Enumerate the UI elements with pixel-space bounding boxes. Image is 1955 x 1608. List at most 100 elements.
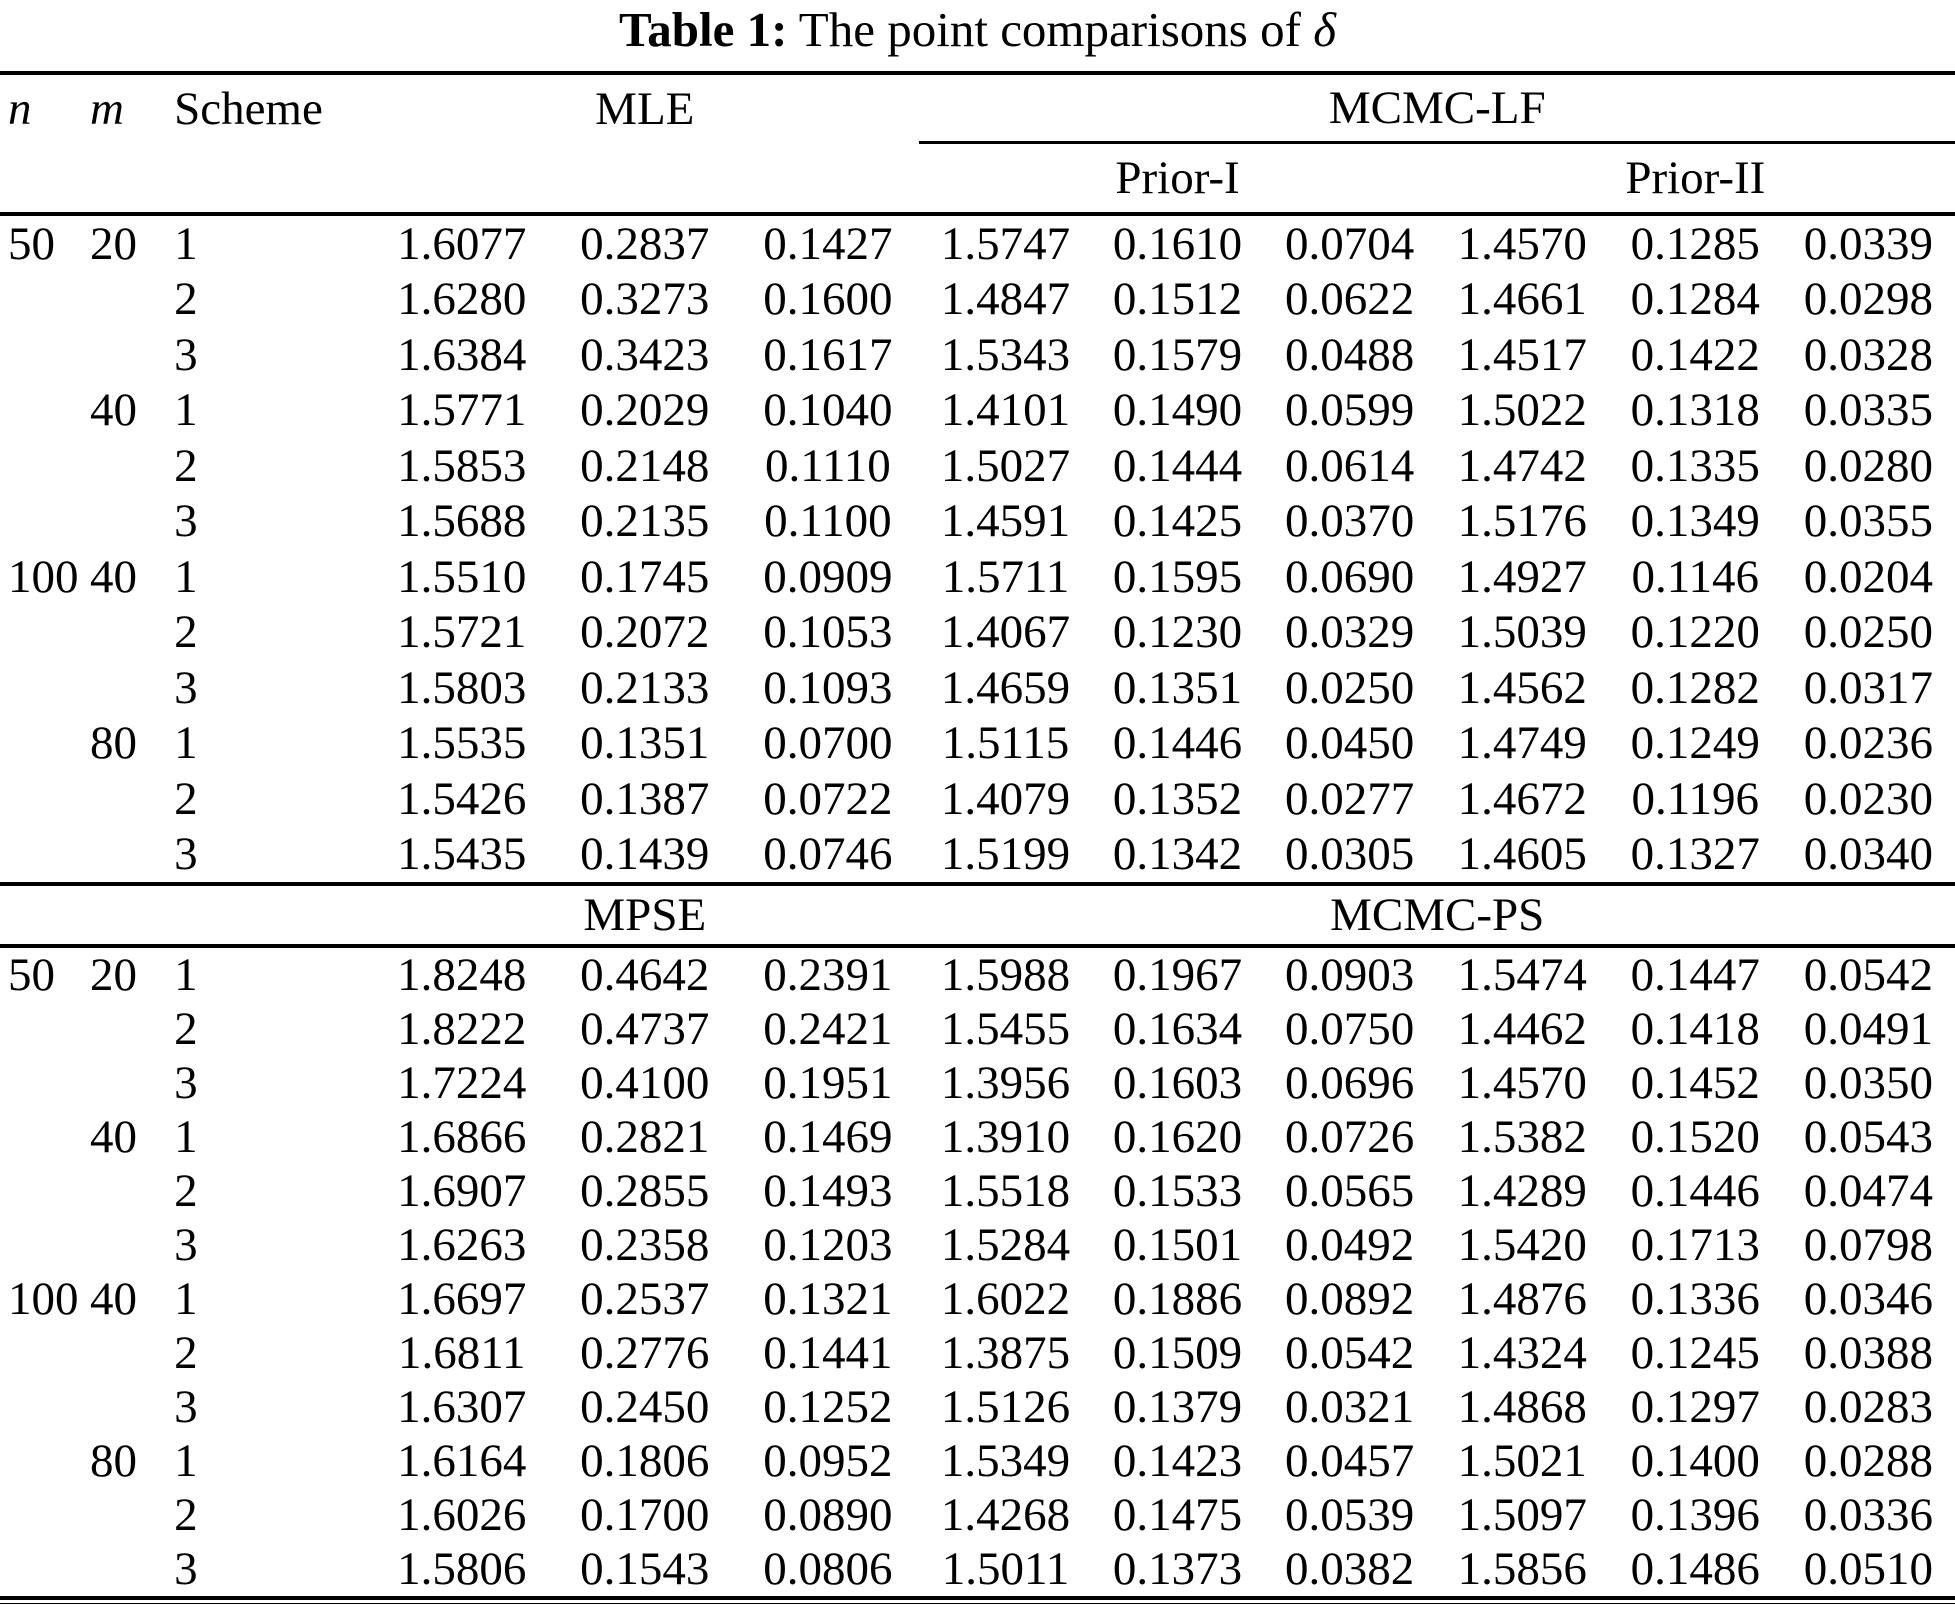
cell-value: 1.7224 [397, 1057, 527, 1109]
table-row: 3 1.7224 0.4100 0.1951 1.3956 0.1603 0.0… [0, 1056, 1955, 1110]
cell-value: 1.5988 [940, 949, 1071, 1001]
col-header-m: m [90, 82, 124, 135]
table-row: 3 1.6263 0.2358 0.1203 1.5284 0.1501 0.0… [0, 1218, 1955, 1272]
cell-value: 0.1603 [1112, 1057, 1243, 1109]
cell-n [0, 438, 88, 494]
cell-n: 100 [8, 550, 79, 603]
cell-value: 0.0457 [1284, 1435, 1415, 1487]
cell-value: 0.1335 [1630, 439, 1760, 492]
cell-value: 1.4876 [1457, 1273, 1587, 1325]
cell-scheme: 2 [174, 772, 198, 825]
group-header-mcmc-lf: MCMC-LF [919, 73, 1955, 144]
cell-value: 0.0892 [1284, 1273, 1415, 1325]
cell-value: 0.1533 [1112, 1165, 1243, 1217]
cell-value: 0.0510 [1781, 1542, 1955, 1600]
cell-value: 0.1220 [1630, 606, 1760, 659]
header-row-methods: n m Scheme MLE MCMC-LF [0, 73, 1955, 144]
cell-m [88, 1002, 170, 1056]
cell-value: 0.0355 [1803, 495, 1934, 548]
cell-value: 1.5022 [1457, 384, 1587, 437]
subgroup-header-prior-1: Prior-I [919, 142, 1436, 216]
cell-value: 0.2133 [580, 661, 710, 714]
cell-value: 0.1886 [1112, 1273, 1243, 1325]
cell-scheme: 3 [174, 828, 198, 881]
cell-m [88, 438, 170, 494]
header-row-priors: Prior-I Prior-II [0, 142, 1955, 216]
cell-n [0, 1056, 88, 1110]
cell-value: 0.0798 [1803, 1219, 1934, 1271]
cell-value: 0.0700 [763, 717, 893, 770]
cell-scheme: 2 [174, 1489, 198, 1541]
cell-value: 0.2855 [580, 1165, 710, 1217]
cell-value: 1.6022 [940, 1273, 1071, 1325]
cell-scheme: 2 [174, 439, 198, 492]
cell-value: 1.5803 [397, 661, 527, 714]
cell-value: 0.0909 [763, 550, 893, 603]
cell-scheme: 3 [174, 328, 198, 381]
cell-value: 0.0542 [1284, 1327, 1415, 1379]
cell-n [0, 1326, 88, 1380]
cell-value: 1.4749 [1457, 717, 1587, 770]
cell-value: 0.0488 [1284, 328, 1415, 381]
cell-value: 1.4672 [1457, 772, 1587, 825]
cell-value: 0.0388 [1803, 1327, 1934, 1379]
cell-value: 0.1053 [763, 606, 893, 659]
cell-value: 0.2421 [763, 1003, 893, 1055]
cell-value: 0.3423 [580, 328, 710, 381]
cell-value: 0.1349 [1630, 495, 1760, 548]
cell-value: 0.0614 [1284, 439, 1415, 492]
cell-value: 0.2837 [580, 217, 710, 270]
cell-n [0, 605, 88, 661]
cell-value: 1.5688 [397, 495, 527, 548]
cell-m: 40 [90, 384, 138, 437]
cell-value: 1.5721 [397, 606, 527, 659]
cell-value: 0.1321 [763, 1273, 893, 1325]
cell-value: 0.1579 [1112, 328, 1243, 381]
delta-symbol: δ [1313, 2, 1336, 57]
group-header-mcmc-ps: MCMC-PS [919, 882, 1955, 948]
cell-m [88, 1164, 170, 1218]
cell-value: 1.5011 [919, 1542, 1092, 1600]
cell-value: 1.5382 [1457, 1111, 1587, 1163]
cell-value: 0.1490 [1112, 384, 1243, 437]
cell-value: 1.4101 [940, 384, 1071, 437]
cell-value: 1.4324 [1457, 1327, 1587, 1379]
cell-value: 1.6077 [397, 217, 527, 270]
cell-value: 1.5027 [940, 439, 1071, 492]
table-row: 2 1.5426 0.1387 0.0722 1.4079 0.1352 0.0… [0, 771, 1955, 827]
cell-value: 1.4742 [1457, 439, 1587, 492]
cell-value: 0.1501 [1112, 1219, 1243, 1271]
cell-value: 0.0346 [1803, 1273, 1934, 1325]
cell-scheme: 1 [174, 1273, 198, 1325]
cell-value: 0.2776 [580, 1327, 710, 1379]
cell-value: 0.1713 [1630, 1219, 1760, 1271]
cell-value: 0.1146 [1631, 550, 1760, 603]
cell-value: 0.0746 [763, 828, 893, 881]
cell-value: 0.1423 [1112, 1435, 1243, 1487]
col-header-scheme: Scheme [174, 82, 323, 135]
cell-scheme: 2 [174, 606, 198, 659]
cell-value: 0.0288 [1803, 1435, 1934, 1487]
cell-value: 0.1336 [1630, 1273, 1760, 1325]
table-number-label: Table 1: [619, 2, 788, 57]
cell-value: 0.0565 [1284, 1165, 1415, 1217]
cell-n: 50 [8, 949, 55, 1001]
cell-value: 0.0952 [763, 1435, 893, 1487]
cell-m [88, 660, 170, 716]
cell-value: 1.4517 [1457, 328, 1587, 381]
cell-value: 0.4642 [580, 949, 710, 1001]
cell-value: 0.1245 [1630, 1327, 1760, 1379]
cell-value: 0.1967 [1112, 949, 1243, 1001]
cell-value: 0.1342 [1112, 828, 1243, 881]
cell-value: 0.2821 [580, 1111, 710, 1163]
cell-value: 0.0250 [1803, 606, 1934, 659]
table-row: 2 1.6026 0.1700 0.0890 1.4268 0.1475 0.0… [0, 1488, 1955, 1542]
cell-value: 1.5349 [940, 1435, 1071, 1487]
cell-value: 0.1373 [1091, 1542, 1264, 1600]
cell-n [0, 716, 88, 772]
cell-value: 1.3875 [940, 1327, 1071, 1379]
cell-value: 1.6026 [397, 1489, 527, 1541]
cell-value: 0.0336 [1803, 1489, 1934, 1541]
cell-scheme: 1 [174, 1111, 198, 1163]
cell-value: 0.1400 [1630, 1435, 1760, 1487]
